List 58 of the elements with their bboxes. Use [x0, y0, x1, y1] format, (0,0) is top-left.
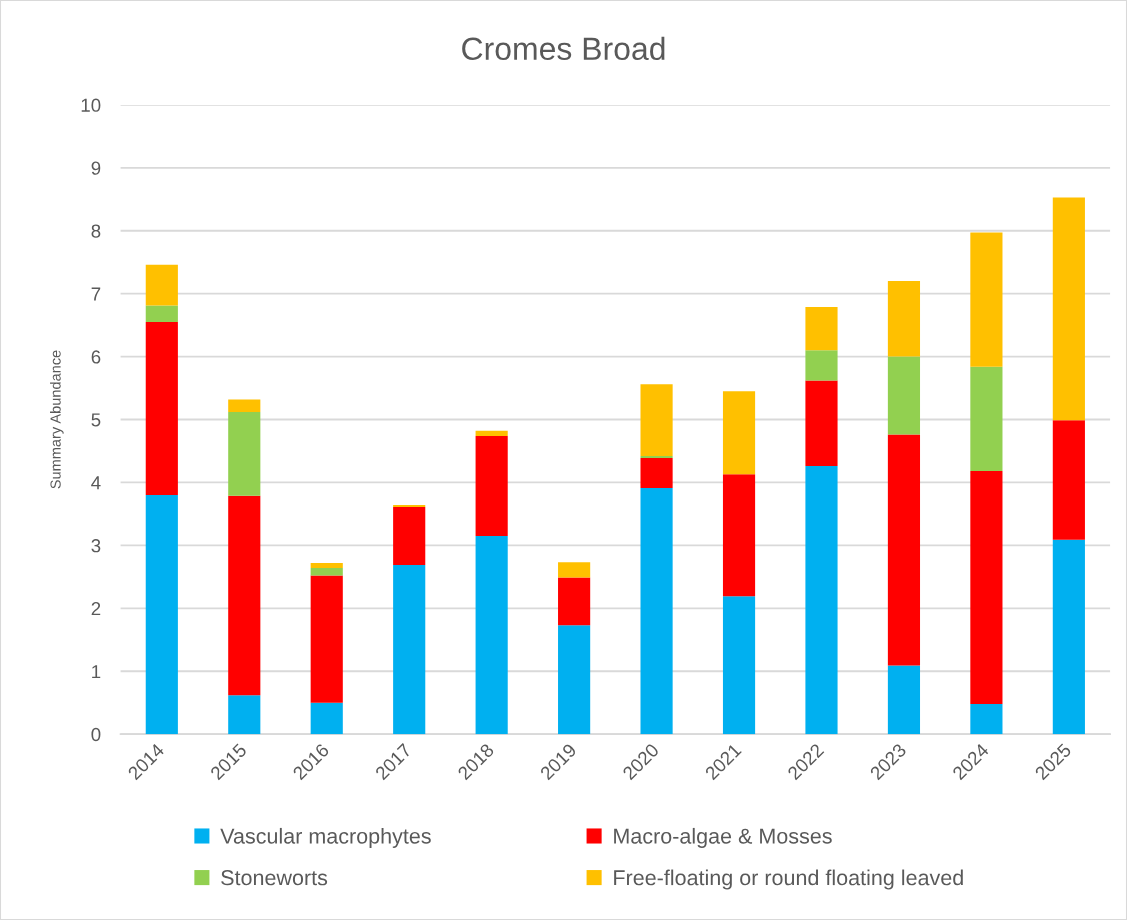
bar: [393, 506, 426, 565]
y-tick-label: 10: [81, 98, 101, 112]
bar: [558, 577, 591, 626]
y-tick-label: 0: [91, 727, 101, 742]
bar: [970, 471, 1003, 704]
bar: [145, 321, 178, 496]
y-tick-label: 2: [91, 602, 101, 616]
bar: [970, 703, 1003, 735]
bar: [310, 568, 343, 576]
bar: [722, 474, 756, 597]
bar: [228, 695, 261, 735]
y-tick-label: 3: [91, 539, 101, 553]
bar: [805, 306, 838, 351]
bar: [145, 495, 178, 735]
bar: [1052, 420, 1085, 540]
y-axis-title: Summary Abundance: [50, 350, 64, 489]
y-tick-label: 5: [91, 413, 101, 427]
bar: [145, 305, 178, 322]
y-tick-label: 8: [91, 224, 101, 238]
bar: [887, 434, 921, 666]
bar: [722, 596, 756, 735]
y-tick-label: 7: [91, 287, 101, 301]
bar: [558, 562, 591, 578]
bar: [558, 625, 591, 735]
bar: [228, 399, 261, 412]
bar: [310, 575, 343, 703]
bar: [228, 411, 261, 496]
bar: [310, 702, 343, 735]
bar: [228, 495, 261, 696]
legend-label: Vascular macrophytes: [220, 827, 431, 848]
y-tick-label: 6: [91, 350, 101, 364]
y-tick-label: 1: [92, 665, 101, 679]
bar: [640, 457, 673, 489]
bar: [640, 384, 673, 457]
bar: [475, 430, 508, 436]
legend-label: Stoneworts: [221, 870, 328, 886]
bar: [475, 435, 508, 536]
bar: [1052, 197, 1085, 421]
bar: [805, 466, 838, 735]
chart-title: Cromes Broad: [462, 36, 665, 61]
bar: [887, 281, 921, 357]
legend-label: Free-floating or round floating leaved: [614, 869, 963, 890]
y-tick-label: 9: [91, 161, 101, 175]
bar: [640, 488, 673, 735]
bar: [970, 232, 1003, 367]
bar: [393, 564, 426, 735]
bar: [970, 366, 1003, 472]
y-tick-label: 4: [91, 476, 101, 490]
bar: [887, 356, 921, 435]
bar: [145, 264, 178, 306]
bar: [722, 391, 756, 475]
bar: [310, 563, 343, 569]
bar: [1052, 539, 1085, 735]
bar: [475, 535, 508, 735]
bar: [887, 665, 921, 735]
bar: [805, 350, 838, 381]
bar: [805, 380, 838, 467]
legend-label: Macro-algae & Mosses: [614, 827, 832, 848]
